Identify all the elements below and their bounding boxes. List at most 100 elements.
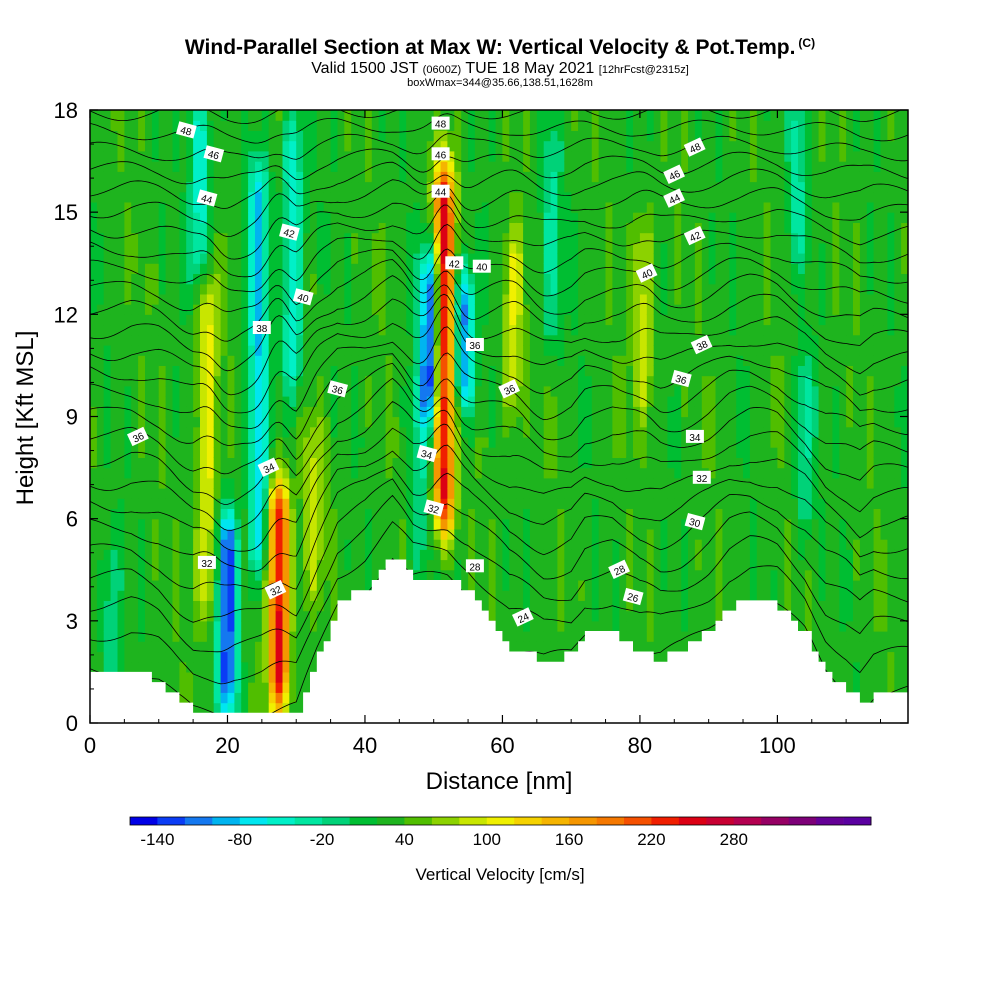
velocity-cell [488, 355, 497, 366]
velocity-cell [550, 253, 559, 264]
velocity-cell [646, 314, 655, 326]
velocity-cell [495, 120, 504, 131]
velocity-cell [145, 406, 153, 418]
velocity-cell [310, 426, 318, 438]
velocity-cell [186, 314, 194, 326]
velocity-cell [509, 641, 517, 653]
velocity-cell [337, 457, 345, 469]
velocity-cell [110, 436, 119, 448]
velocity-cell [213, 181, 222, 193]
velocity-cell [282, 590, 290, 601]
velocity-cell [447, 130, 455, 142]
velocity-cell [145, 426, 153, 438]
velocity-cell [578, 488, 586, 499]
velocity-cell [310, 580, 318, 591]
velocity-cell [103, 263, 112, 274]
velocity-cell [261, 610, 270, 622]
velocity-cell [371, 161, 380, 172]
velocity-cell [365, 457, 373, 469]
velocity-cell [261, 661, 270, 673]
velocity-cell [206, 447, 215, 458]
velocity-cell [392, 426, 400, 438]
velocity-cell [433, 416, 442, 428]
velocity-cell [413, 110, 421, 121]
velocity-cell [406, 120, 414, 131]
velocity-cell [282, 385, 290, 397]
velocity-cell [371, 345, 380, 356]
velocity-cell [117, 263, 125, 274]
velocity-cell [124, 304, 132, 315]
velocity-cell [619, 416, 627, 428]
velocity-cell [536, 181, 545, 193]
velocity-cell [516, 212, 524, 223]
velocity-cell [316, 345, 325, 356]
velocity-cell [110, 641, 119, 653]
velocity-cell [206, 477, 215, 489]
velocity-cell [193, 518, 201, 530]
velocity-cell [330, 242, 339, 254]
velocity-cell [557, 559, 565, 571]
velocity-cell [282, 682, 290, 693]
velocity-cell [330, 539, 339, 550]
velocity-cell [639, 150, 648, 162]
velocity-cell [344, 426, 352, 438]
velocity-cell [165, 406, 174, 418]
velocity-cell [481, 222, 490, 234]
velocity-cell [447, 355, 455, 366]
velocity-cell [268, 181, 277, 193]
velocity-cell [516, 580, 524, 591]
velocity-cell [296, 385, 304, 397]
velocity-cell [289, 518, 297, 530]
velocity-cell [220, 651, 229, 663]
velocity-cell [612, 314, 620, 326]
velocity-cell [96, 283, 105, 295]
velocity-cell [426, 457, 435, 469]
velocity-cell [186, 620, 194, 632]
velocity-cell [124, 651, 132, 663]
velocity-cell [303, 212, 311, 223]
velocity-cell [488, 273, 497, 285]
velocity-cell [639, 508, 648, 520]
velocity-cell [488, 242, 497, 254]
velocity-cell [461, 385, 469, 397]
velocity-cell [296, 488, 304, 499]
velocity-cell [220, 171, 229, 183]
velocity-cell [419, 130, 428, 142]
velocity-cell [248, 580, 256, 591]
velocity-cell [550, 569, 559, 581]
velocity-cell [605, 498, 613, 509]
velocity-cell [413, 436, 421, 448]
velocity-cell [248, 110, 256, 121]
velocity-cell [440, 569, 449, 581]
velocity-cell [234, 702, 242, 714]
velocity-cell [172, 436, 180, 448]
velocity-cell [605, 467, 613, 479]
velocity-cell [454, 334, 462, 346]
velocity-cell [131, 304, 139, 315]
velocity-cell [605, 580, 613, 591]
velocity-cell [117, 242, 125, 254]
velocity-cell [612, 140, 620, 152]
velocity-cell [433, 283, 442, 295]
velocity-cell [564, 191, 572, 203]
velocity-cell [426, 334, 435, 346]
velocity-cell [186, 661, 194, 673]
velocity-cell [371, 304, 380, 315]
velocity-cell [158, 416, 167, 428]
velocity-cell [227, 600, 235, 612]
velocity-cell [179, 641, 187, 653]
velocity-cell [200, 416, 208, 428]
velocity-cell [653, 232, 662, 244]
velocity-cell [413, 130, 421, 142]
velocity-cell [227, 365, 235, 377]
velocity-cell [151, 232, 160, 244]
velocity-cell [433, 201, 442, 213]
velocity-cell [165, 365, 174, 377]
velocity-cell [543, 580, 552, 591]
velocity-cell [646, 406, 655, 418]
velocity-cell [619, 171, 627, 183]
velocity-cell [323, 314, 332, 326]
velocity-cell [399, 171, 407, 183]
velocity-cell [268, 508, 277, 520]
velocity-cell [557, 120, 565, 131]
